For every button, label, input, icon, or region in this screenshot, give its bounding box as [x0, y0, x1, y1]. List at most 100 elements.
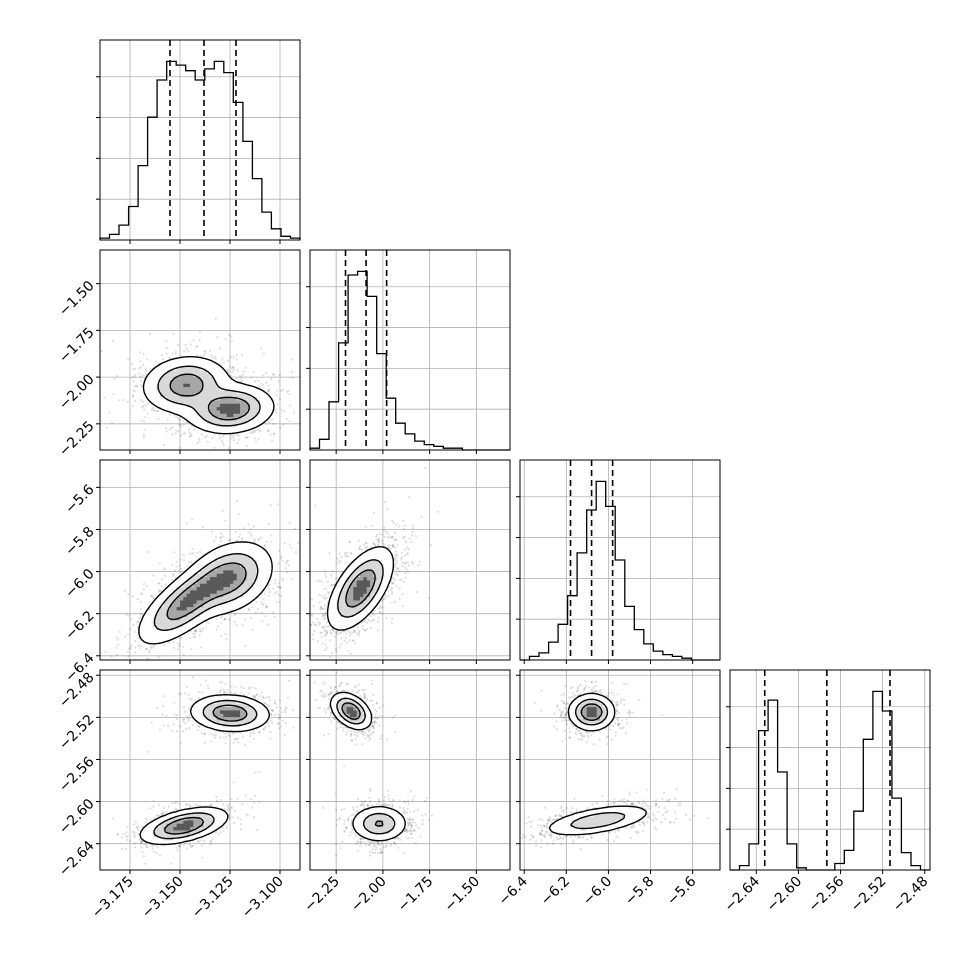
density-cell: [143, 383, 148, 388]
sample-point: [189, 343, 193, 346]
density-cell: [230, 580, 234, 584]
density-cell: [250, 580, 254, 584]
sample-point: [386, 532, 389, 535]
density-cell: [210, 573, 214, 578]
sample-point: [281, 423, 285, 426]
sample-point: [396, 567, 399, 571]
density-cell: [260, 420, 264, 424]
sample-point: [146, 657, 149, 660]
density-cell: [150, 396, 154, 401]
density-cell: [253, 563, 258, 568]
density-cell: [213, 586, 218, 591]
density-cell: [186, 586, 191, 591]
sample-point: [251, 431, 254, 434]
density-cell: [223, 576, 228, 581]
density-cell: [186, 396, 191, 401]
density-cell: [166, 386, 171, 391]
density-cell: [220, 426, 224, 431]
sample-point: [193, 428, 196, 431]
sample-point: [285, 390, 288, 393]
density-cell: [216, 553, 221, 558]
sample-point: [144, 647, 147, 651]
density-cell: [263, 563, 268, 568]
density-cell: [190, 400, 194, 404]
density-cell: [226, 563, 231, 568]
sample-point: [383, 535, 386, 538]
histogram-1: [309, 270, 510, 451]
sample-point: [112, 665, 114, 667]
density-cell: [160, 383, 164, 388]
density-cell: [176, 400, 181, 404]
sample-point: [201, 526, 204, 529]
density-cell: [173, 386, 178, 391]
density-cell: [236, 386, 241, 391]
sample-point: [250, 376, 253, 379]
density-cell: [223, 556, 228, 561]
sample-point: [144, 367, 147, 370]
density-cell: [216, 390, 221, 394]
sample-point: [224, 617, 227, 621]
density-cell: [213, 423, 218, 428]
sample-point: [185, 522, 188, 525]
sample-point: [236, 433, 239, 436]
density-cell: [213, 590, 218, 594]
density-cell: [196, 423, 201, 428]
density-cell: [166, 626, 171, 631]
sample-point: [232, 366, 235, 369]
density-cell: [236, 406, 241, 411]
density-cell: [223, 600, 228, 604]
sample-point: [153, 597, 156, 600]
sample-point: [241, 373, 244, 376]
density-cell: [230, 563, 234, 568]
density-cell: [253, 546, 258, 551]
density-cell: [223, 563, 228, 568]
density-cell: [180, 386, 184, 391]
density-cell: [203, 603, 208, 608]
sample-point: [215, 617, 218, 621]
sample-point: [172, 332, 175, 335]
density-cell: [246, 600, 251, 604]
density-cell: [160, 616, 164, 621]
density-cell: [243, 570, 248, 574]
density-cell: [190, 366, 194, 371]
sample-point: [301, 413, 303, 415]
density-cell: [176, 373, 181, 378]
density-cell: [193, 410, 198, 414]
density-cell: [250, 560, 254, 564]
density-cell: [270, 400, 274, 404]
sample-point: [257, 379, 260, 382]
density-cell: [223, 583, 228, 588]
density-cell: [183, 626, 188, 631]
density-cell: [263, 413, 268, 418]
density-cell: [216, 380, 221, 384]
density-cell: [163, 596, 168, 601]
sample-point: [156, 409, 159, 413]
sample-point: [183, 350, 186, 353]
density-cell: [163, 380, 168, 384]
density-cell: [193, 406, 198, 411]
density-cell: [206, 386, 211, 391]
density-cell: [200, 370, 204, 374]
density-cell: [200, 593, 204, 598]
density-cell: [196, 396, 201, 401]
density-cell: [206, 413, 211, 418]
sample-point: [219, 537, 222, 540]
sample-point: [249, 528, 252, 531]
density-cell: [196, 420, 201, 424]
sample-point: [165, 430, 168, 433]
density-cell: [216, 570, 221, 574]
density-cell: [243, 550, 248, 554]
density-cell: [216, 366, 221, 371]
density-cell: [193, 356, 198, 361]
sample-point: [182, 645, 185, 649]
sample-point: [140, 399, 143, 402]
density-cell: [226, 386, 231, 391]
density-cell: [246, 400, 251, 404]
density-cell: [186, 600, 191, 604]
sample-point: [137, 620, 140, 623]
density-cell: [240, 420, 244, 424]
density-cell: [240, 570, 244, 574]
density-cell: [220, 393, 224, 398]
density-cell: [210, 420, 214, 424]
density-cell: [226, 420, 231, 424]
